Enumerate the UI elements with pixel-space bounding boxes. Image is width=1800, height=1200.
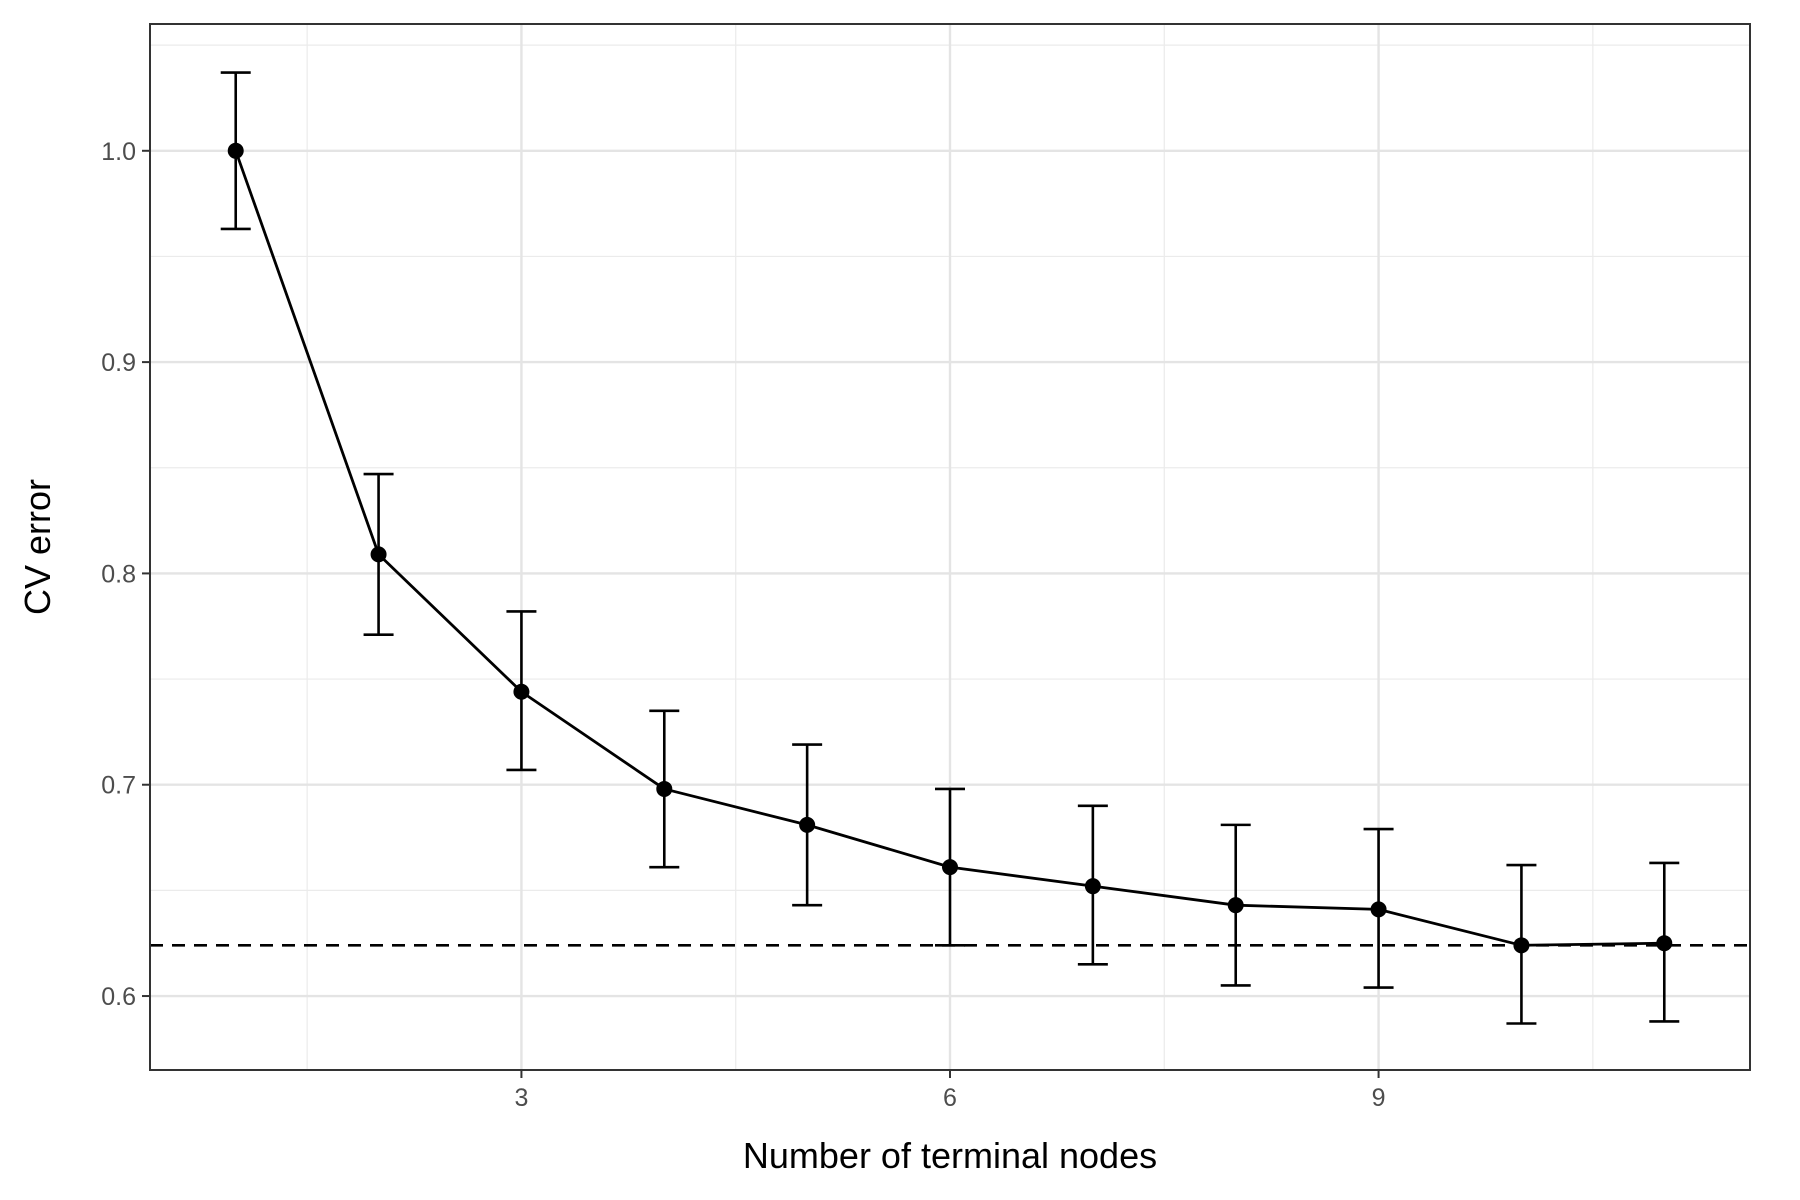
x-axis-title: Number of terminal nodes <box>743 1135 1157 1176</box>
data-point <box>942 859 958 876</box>
y-tick-label: 0.9 <box>101 349 136 377</box>
y-tick-label: 1.0 <box>101 138 136 166</box>
y-tick-label: 0.7 <box>101 772 136 800</box>
data-point <box>799 816 816 833</box>
y-tick-label: 0.6 <box>101 983 136 1011</box>
y-axis-title: CV error <box>17 479 58 615</box>
data-point <box>370 546 387 563</box>
data-point <box>1084 878 1101 895</box>
data-point <box>1370 901 1387 918</box>
data-point <box>1656 935 1673 952</box>
x-tick-label: 6 <box>943 1084 957 1112</box>
data-point <box>656 780 673 797</box>
axis-ticks: 3 6 9 0.6 0.7 0.8 0.9 1.0 <box>101 138 1385 1112</box>
x-tick-label: 3 <box>514 1084 528 1112</box>
series-layer <box>220 71 1680 1025</box>
data-point <box>1513 937 1530 954</box>
data-point <box>513 683 530 700</box>
data-point <box>1227 897 1244 914</box>
data-point <box>227 142 244 159</box>
y-tick-label: 0.8 <box>101 560 136 588</box>
x-tick-label: 9 <box>1372 1084 1386 1112</box>
